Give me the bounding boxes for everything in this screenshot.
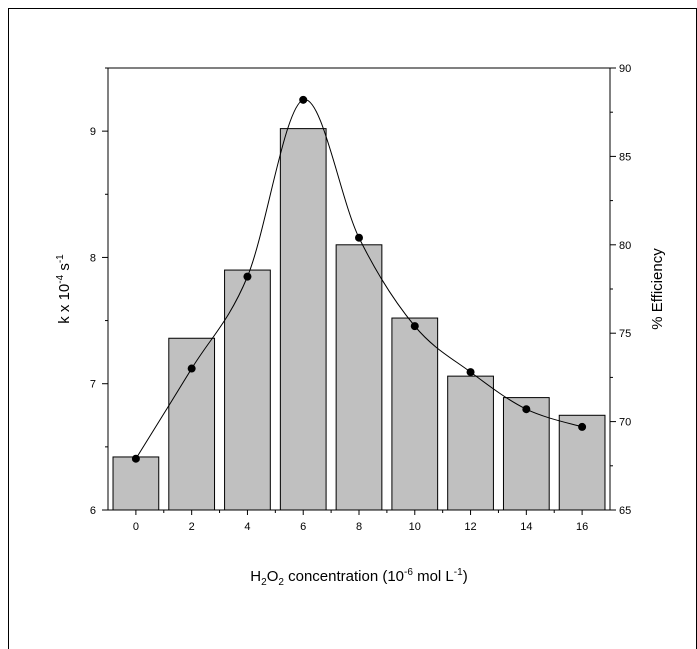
bar-2	[168, 337, 216, 511]
efficiency-line-group	[131, 95, 587, 463]
bar-8	[335, 244, 383, 511]
efficiency-point-14	[522, 405, 531, 414]
x-tick-label: 6	[300, 521, 306, 533]
efficiency-point-4	[243, 272, 252, 281]
bars-group	[112, 128, 606, 511]
x-tick-label: 12	[464, 521, 476, 533]
y-tick-label: 9	[90, 126, 96, 138]
x-axis-title: H2O2 concentration (10-6 mol L-1)	[250, 567, 467, 588]
y2-tick-label: 75	[619, 328, 631, 340]
y-tick-label: 7	[90, 379, 96, 391]
y2-tick-label: 70	[619, 417, 631, 429]
y2-tick-label: 65	[619, 505, 631, 517]
x-tick-label: 10	[409, 521, 421, 533]
y-tick-label: 6	[90, 505, 96, 517]
x-tick-label: 2	[189, 521, 195, 533]
efficiency-line	[135, 99, 583, 459]
efficiency-point-2	[187, 364, 196, 373]
y2-tick-label: 90	[619, 63, 631, 75]
bar-4	[224, 269, 271, 511]
bar-6	[279, 128, 327, 511]
ticks-group: 0 2 4 6 8 10 12 14 16 6 7 8 9 65 70 75 80 85 90	[90, 63, 631, 533]
x-tick-label: 8	[356, 521, 362, 533]
y2-tick-label: 85	[619, 151, 631, 163]
y-axis-title: k x 10-4 s-1	[55, 254, 73, 324]
efficiency-point-16	[578, 422, 587, 431]
bar-14	[502, 397, 550, 511]
x-tick-label: 0	[133, 521, 139, 533]
chart-svg: 0 2 4 6 8 10 12 14 16 6 7 8 9 65 70 75 80 85 90 H2O2 conce…	[55, 63, 666, 588]
x-tick-label: 14	[520, 521, 532, 533]
efficiency-point-0	[131, 454, 140, 463]
efficiency-point-6	[299, 95, 308, 104]
efficiency-point-12	[466, 368, 475, 377]
efficiency-point-8	[355, 233, 363, 242]
efficiency-point-10	[410, 322, 419, 331]
y-tick-label: 8	[90, 252, 96, 264]
bar-0	[112, 456, 160, 511]
y2-axis-title: % Efficiency	[649, 248, 666, 330]
x-tick-label: 4	[244, 521, 250, 533]
bar-10	[391, 317, 439, 511]
x-tick-label: 16	[576, 521, 588, 533]
bar-12	[447, 375, 494, 511]
y2-tick-label: 80	[619, 240, 631, 252]
